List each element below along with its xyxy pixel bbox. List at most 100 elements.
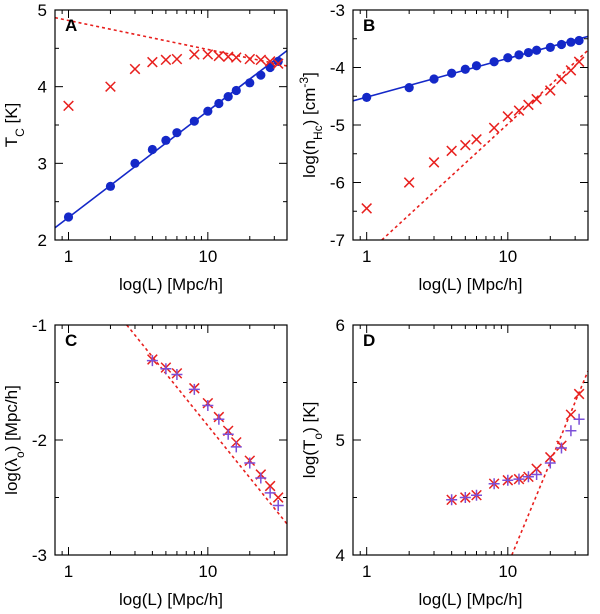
data-point-circle [273,56,283,66]
data-point-plus [264,487,276,499]
data-point-cross [531,463,542,475]
data-point-plus [573,413,585,425]
data-point-circle [256,70,266,80]
x-tick-label: 1 [362,562,371,581]
panel-label: A [65,16,77,35]
data-point-plus [459,492,471,503]
panel-label: D [363,331,375,350]
data-point-plus [146,355,158,367]
data-point-circle [223,92,233,102]
data-point-plus [160,363,172,375]
data-point-plus [446,494,458,506]
data-point-plus [544,457,556,469]
data-point-circle [105,181,116,191]
data-point-circle [447,68,457,78]
fit-line-blue [55,49,287,229]
data-point-circle [231,85,241,96]
data-point-circle [545,42,555,52]
y-tick-label: 6 [336,316,345,335]
x-axis-label: log(L) [Mpc/h] [119,590,223,609]
data-point-plus [513,473,525,485]
data-point-cross [272,58,284,69]
data-point-cross [202,49,214,60]
plot-frame [54,9,288,241]
data-point-circle [471,61,482,71]
fit-line-red [126,325,287,525]
data-point-cross [213,50,225,62]
y-tick-label: -3 [330,1,345,20]
y-axis-label-part: ] [300,72,319,77]
data-point-cross [244,53,256,65]
data-point-circle [532,45,542,55]
data-point-cross [565,65,577,76]
data-point-cross [147,56,158,68]
x-tick-label: 10 [198,247,217,266]
data-point-plus [488,478,500,490]
y-axis-label-part: ) [K] [300,402,319,433]
data-point-circle [130,158,140,168]
data-point-circle [189,116,199,126]
data-point-plus [565,425,577,437]
data-point-circle [514,50,524,60]
data-point-cross [264,480,276,492]
data-point-circle [203,106,213,116]
y-axis-label: TC [K] [2,103,27,148]
data-point-circle [161,135,171,145]
data-point-plus [202,400,214,411]
y-axis-label-part: -3 [297,77,311,88]
data-point-circle [460,64,470,74]
data-point-circle [362,92,372,102]
y-axis-label-part: log(λ [2,457,21,494]
y-axis-label-part: T [2,137,21,147]
y-axis-label: log(To) [K] [300,402,325,479]
data-point-circle [523,47,534,58]
data-point-plus [272,500,284,512]
data-point-cross [544,85,556,96]
data-point-cross [230,52,242,63]
data-point-cross [361,203,373,214]
y-axis-label-part: o [13,451,27,458]
x-tick-label: 1 [64,562,73,581]
y-axis-label-part: ) [Mpc/h] [2,385,21,451]
data-point-plus [255,472,267,484]
data-point-plus [531,469,543,480]
data-point-circle [172,128,182,138]
data-point-cross [403,177,415,188]
data-point-circle [404,83,414,93]
data-point-cross [459,139,471,151]
data-point-cross [171,53,183,65]
data-point-plus [222,428,234,440]
data-point-cross [565,409,577,421]
data-point-plus [555,442,567,454]
x-tick-label: 10 [498,247,517,266]
data-point-cross [272,492,284,503]
data-point-circle [566,37,576,47]
data-point-circle [63,212,74,222]
data-point-circle [503,53,513,63]
y-tick-label: -1 [32,316,47,335]
data-point-cross [471,134,482,145]
fit-line-red [55,16,287,67]
data-point-circle [574,35,584,46]
data-point-circle [429,74,439,84]
data-point-cross [188,49,200,60]
panel-label: B [363,16,375,35]
y-tick-label: -6 [330,174,345,193]
y-axis-label-part: C [13,128,27,137]
data-point-cross [63,100,74,112]
x-axis-label: log(L) [Mpc/h] [119,275,223,294]
plot-frame [54,324,288,556]
y-tick-label: -3 [32,546,47,565]
y-tick-label: 5 [38,1,47,20]
y-axis-label-part: [K] [2,103,21,129]
x-tick-label: 10 [498,562,517,581]
data-point-circle [245,78,255,88]
data-point-circle [147,144,157,155]
data-point-cross [105,81,116,92]
data-point-cross [513,105,525,116]
y-tick-label: -2 [32,431,47,450]
